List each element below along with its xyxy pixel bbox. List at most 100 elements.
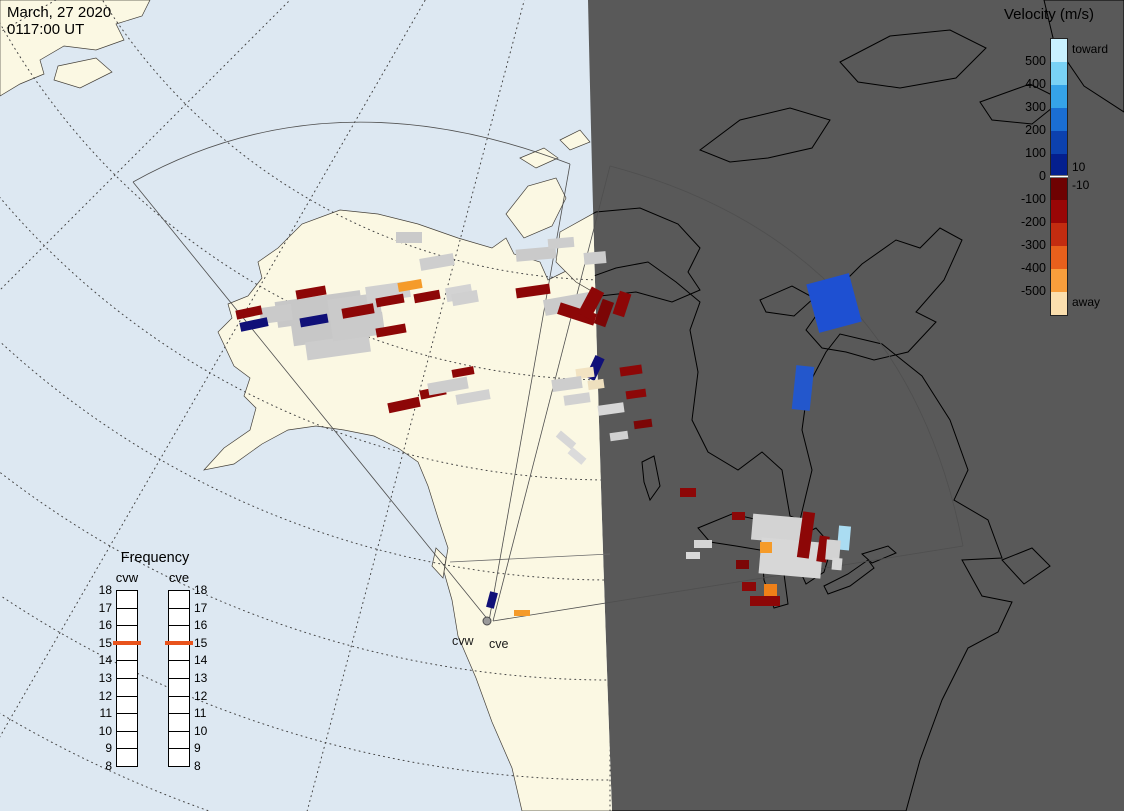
velocity-tick-label: -300 <box>1020 238 1046 252</box>
radar-data-cell <box>305 333 371 361</box>
radar-data-cell <box>742 582 756 591</box>
velocity-tick-label: 100 <box>1025 146 1046 160</box>
radar-data-cell <box>515 246 557 262</box>
radar-data-cell <box>732 512 745 520</box>
frequency-box <box>116 642 138 662</box>
velocity-tick-label: 300 <box>1025 100 1046 114</box>
velocity-legend-title: Velocity (m/s) <box>1004 6 1095 23</box>
velocity-tick-label: 0 <box>1039 169 1046 183</box>
velocity-legend: Velocity (m/s) 500 400 300 200 100 0 -100 -200 -… <box>1000 6 1124 336</box>
radar-data-cell <box>515 283 551 299</box>
frequency-box <box>168 660 190 679</box>
radar-data-cell <box>387 396 421 414</box>
coast-devon-island <box>698 107 831 163</box>
radar-data-cell <box>587 378 605 391</box>
frequency-legend: Frequency cvw cve 18 18 17 17 16 16 15 15 14 14 13 13… <box>88 550 222 795</box>
coast-arctic-islet-1 <box>519 147 559 169</box>
frequency-tick-label: 10 <box>98 723 112 738</box>
night-coastlines <box>588 0 1124 811</box>
radar-data-cell <box>375 293 405 308</box>
radar-data-cell <box>796 511 816 559</box>
velocity-segment <box>1051 108 1067 131</box>
radar-data-cell <box>619 364 643 377</box>
radar-data-cell <box>455 389 491 405</box>
coast-north-america-night <box>588 209 1013 811</box>
radar-data-cell <box>694 540 712 548</box>
coast-victoria-island-night <box>588 207 701 303</box>
radar-data-cell <box>736 560 749 569</box>
radar-data-cell <box>680 488 696 497</box>
neg-threshold-label: -10 <box>1072 178 1090 192</box>
radar-data-cell <box>299 313 329 328</box>
frequency-box <box>168 642 190 662</box>
radar-data-cell <box>419 253 455 271</box>
velocity-tick-label: -100 <box>1020 192 1046 206</box>
frequency-box <box>168 678 190 697</box>
frequency-box <box>116 730 138 750</box>
frequency-box <box>116 748 138 767</box>
coast-baffin-island <box>805 227 963 361</box>
coast-arctic-islet-2 <box>559 129 591 151</box>
coast-ellesmere-island <box>839 29 987 89</box>
frequency-tick-label: 9 <box>105 741 112 756</box>
velocity-tick-label: -500 <box>1020 284 1046 298</box>
radar-data-cell <box>551 375 583 393</box>
velocity-tick-label: -400 <box>1020 261 1046 275</box>
frequency-tick-label: 16 <box>98 618 112 633</box>
radar-data-cell <box>397 278 423 293</box>
radar-data-cell <box>259 303 293 325</box>
velocity-tick-label: 200 <box>1025 123 1046 137</box>
velocity-segment <box>1051 292 1067 315</box>
coast-greenland <box>1043 0 1124 113</box>
coast-chukotka-island <box>53 57 113 89</box>
frequency-tick-label: 9 <box>194 741 201 756</box>
border-line <box>449 553 611 563</box>
radar-data-cell <box>760 542 772 553</box>
frequency-tick-label: 17 <box>98 600 112 615</box>
radar-data-cell <box>396 232 422 243</box>
radar-data-cell <box>625 388 647 400</box>
velocity-segment <box>1051 246 1067 269</box>
frequency-tick-label: 13 <box>98 671 112 685</box>
velocity-tick-label: -200 <box>1020 215 1046 229</box>
radar-data-cell <box>831 557 843 571</box>
radar-data-cell <box>563 392 591 406</box>
frequency-tick-label: 11 <box>99 706 112 721</box>
lake-ontario <box>861 545 897 564</box>
radar-data-cell <box>764 584 777 596</box>
velocity-colorbar <box>1050 38 1068 316</box>
away-label: away <box>1072 295 1101 309</box>
velocity-segment <box>1051 85 1067 108</box>
timestamp: March, 27 2020 0117:00 UT <box>7 4 111 38</box>
radar-data-cell <box>686 552 700 559</box>
frequency-box <box>116 660 138 679</box>
frequency-box <box>116 678 138 697</box>
radar-data-cell <box>750 513 810 545</box>
frequency-active-mark <box>113 640 141 645</box>
lake-winnipeg <box>641 455 661 502</box>
frequency-tick-label: 11 <box>194 706 207 721</box>
radar-data-cell <box>514 610 530 616</box>
frequency-box <box>168 748 190 767</box>
radar-data-cell <box>486 591 498 609</box>
velocity-segment <box>1051 131 1067 154</box>
frequency-active-mark <box>165 640 193 645</box>
radar-data-cell <box>557 302 597 326</box>
data-cells <box>235 232 862 616</box>
frequency-tick-label: 8 <box>105 759 112 773</box>
frequency-tick-label: 8 <box>194 759 201 773</box>
radar-label-cvw: cvw <box>452 634 475 648</box>
velocity-segment <box>1051 39 1067 62</box>
frequency-tick-label: 13 <box>194 671 208 685</box>
pos-threshold-label: 10 <box>1072 160 1086 174</box>
radar-data-cell <box>235 305 263 320</box>
timestamp-date: March, 27 2020 <box>7 4 112 21</box>
frequency-tick-label: 14 <box>194 653 208 668</box>
frequency-box <box>168 590 190 609</box>
velocity-segment <box>1051 177 1067 200</box>
radar-data-cell <box>593 298 615 328</box>
radar-data-cell <box>597 402 625 416</box>
frequency-legend-title: Frequency <box>120 550 190 566</box>
velocity-segment <box>1051 223 1067 246</box>
coast-chukotka <box>0 0 151 97</box>
